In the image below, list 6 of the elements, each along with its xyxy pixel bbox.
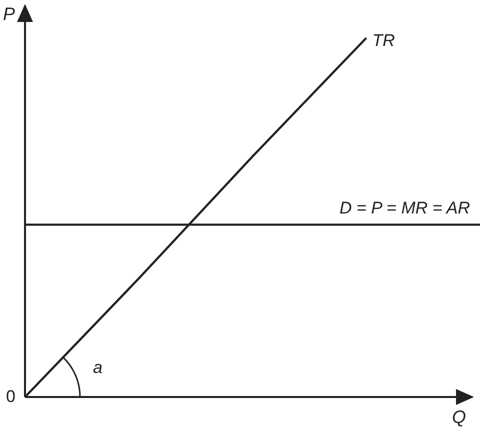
series-label: TR [372, 31, 395, 50]
y-axis-title: P [3, 4, 16, 24]
annotation: a [93, 358, 102, 377]
x-axis-title: Q [452, 407, 466, 427]
text: 0 [6, 387, 16, 406]
series-label: D = P = MR = AR [339, 198, 470, 218]
